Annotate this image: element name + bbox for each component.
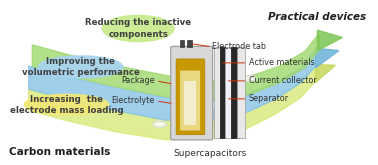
Text: Increasing  the
electrode mass loading: Increasing the electrode mass loading — [9, 95, 123, 115]
Text: Practical devices: Practical devices — [268, 12, 366, 22]
Polygon shape — [32, 33, 319, 100]
Text: Separator: Separator — [249, 94, 289, 103]
FancyBboxPatch shape — [225, 47, 233, 138]
FancyBboxPatch shape — [176, 59, 205, 135]
FancyBboxPatch shape — [180, 71, 200, 131]
Text: Improving the
volumetric performance: Improving the volumetric performance — [22, 57, 139, 77]
Bar — [187, 40, 192, 47]
FancyBboxPatch shape — [220, 47, 228, 138]
Text: Active materials: Active materials — [249, 58, 314, 67]
Text: Current collector: Current collector — [249, 76, 316, 85]
Bar — [180, 40, 184, 47]
FancyBboxPatch shape — [214, 47, 222, 138]
Text: Electrolyte: Electrolyte — [112, 96, 155, 105]
Circle shape — [153, 121, 166, 127]
Ellipse shape — [39, 56, 123, 78]
FancyBboxPatch shape — [237, 47, 245, 138]
Text: Carbon materials: Carbon materials — [9, 147, 110, 157]
Polygon shape — [29, 50, 316, 120]
FancyBboxPatch shape — [184, 81, 196, 125]
Polygon shape — [316, 65, 335, 82]
Text: Supercapacitors: Supercapacitors — [173, 149, 246, 158]
Ellipse shape — [102, 15, 174, 42]
Circle shape — [211, 102, 223, 108]
Polygon shape — [318, 30, 342, 51]
Polygon shape — [29, 66, 316, 140]
Text: Electrode tab: Electrode tab — [212, 42, 266, 51]
FancyBboxPatch shape — [171, 46, 213, 140]
Ellipse shape — [24, 94, 108, 115]
FancyBboxPatch shape — [231, 47, 239, 138]
Polygon shape — [316, 48, 339, 68]
Text: Package: Package — [121, 76, 155, 85]
Text: Reducing the inactive
components: Reducing the inactive components — [85, 18, 191, 39]
Circle shape — [243, 75, 256, 81]
